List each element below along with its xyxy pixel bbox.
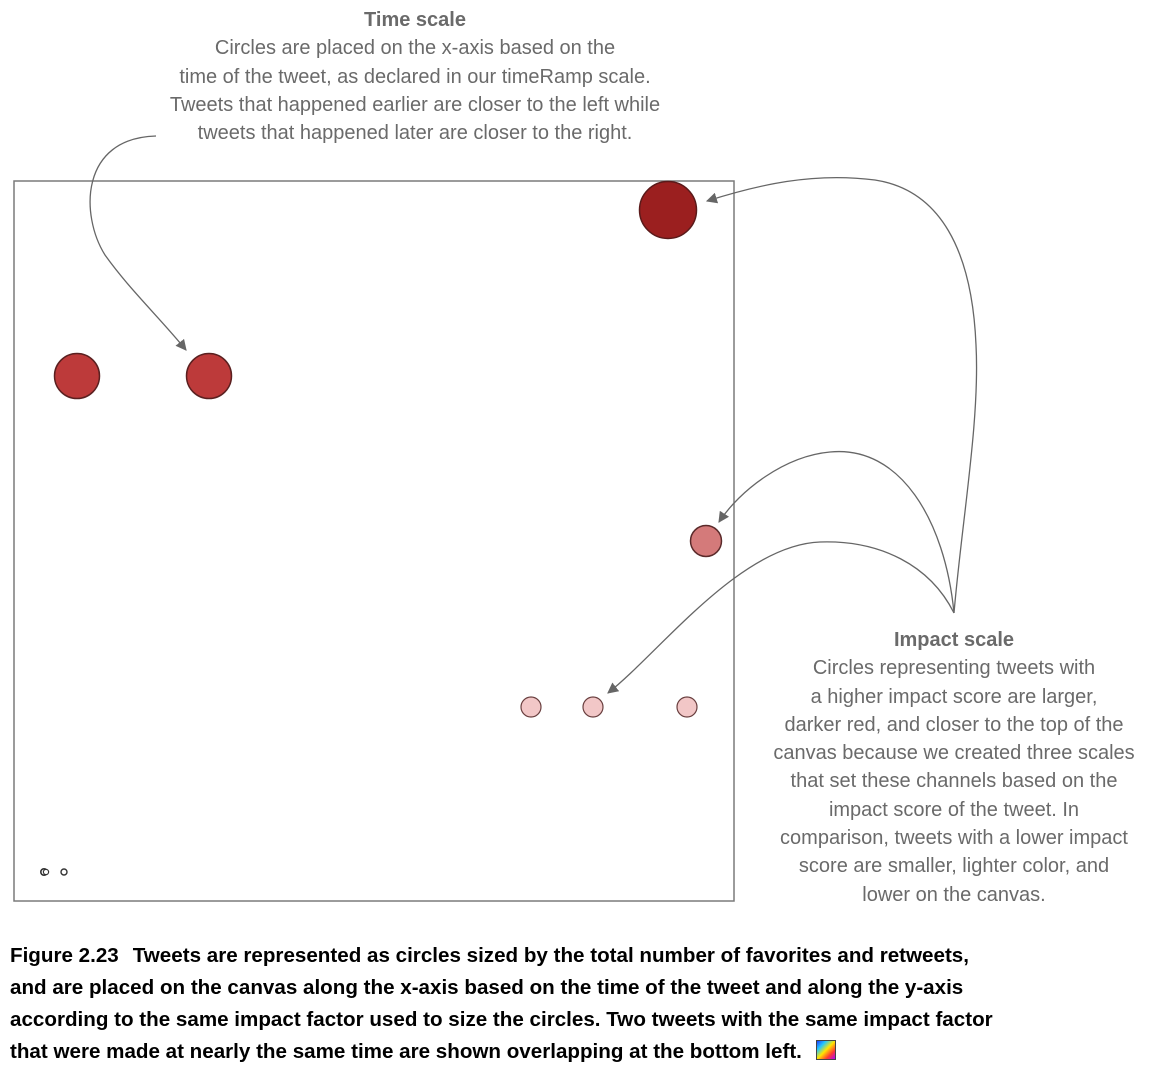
impact-scale-line: score are smaller, lighter color, and — [798, 855, 1110, 878]
time-scale-line: Tweets that happened earlier are closer … — [169, 93, 661, 116]
impact-arrow-to-low-circle — [607, 541, 955, 694]
impact-scale-title: Impact scale — [893, 629, 1015, 651]
time-scale-annotation: Time scale Circles are placed on the x-a… — [130, 6, 700, 147]
impact-scale-line: darker red, and closer to the top of the — [784, 713, 1124, 736]
impact-scale-line: comparison, tweets with a lower impact — [780, 827, 1128, 850]
time-scale-line: time of the tweet, as declared in our ti… — [179, 65, 651, 88]
impact-scale-line: that set these channels based on the — [790, 770, 1118, 793]
time-scale-title: Time scale — [364, 9, 466, 31]
figure-caption: Figure 2.23 Tweets are represented as cir… — [10, 940, 1158, 1068]
impact-arrow-to-mid-circle — [718, 450, 955, 614]
impact-arrow-to-large-circle — [705, 176, 978, 614]
impact-scale-line: impact score of the tweet. In — [828, 798, 1080, 821]
tweet-circle-mid-impact — [689, 524, 723, 558]
tweet-circle-early-right — [185, 352, 233, 400]
time-scale-arrow — [89, 135, 187, 351]
impact-scale-annotation: Impact scale Circles representing tweets… — [744, 626, 1162, 909]
caption-text: Tweets are represented as circles sized … — [132, 944, 969, 967]
time-scale-line: tweets that happened later are closer to… — [197, 122, 633, 145]
time-scale-line: Circles are placed on the x-axis based o… — [214, 37, 616, 60]
impact-scale-line: lower on the canvas. — [862, 883, 1046, 906]
caption-line-3: according to the same impact factor used… — [10, 1008, 993, 1031]
tweet-circle-early-left — [53, 352, 101, 400]
tweet-circle-low-impact-1 — [520, 696, 542, 718]
impact-scale-line: a higher impact score are larger, — [810, 685, 1098, 708]
canvas-frame — [13, 180, 735, 902]
impact-scale-line: canvas because we created three scales — [773, 742, 1135, 765]
caption-text: that were made at nearly the same time a… — [10, 1040, 802, 1063]
caption-line-4: that were made at nearly the same time a… — [10, 1036, 1158, 1068]
tweet-circle-overlap-2 — [42, 868, 50, 876]
tweet-circle-low-impact-3 — [676, 696, 698, 718]
tweet-circle-high-impact — [638, 180, 698, 240]
impact-scale-line: Circles representing tweets with — [812, 657, 1096, 680]
caption-line-1: Figure 2.23 Tweets are represented as cir… — [10, 940, 1158, 972]
tweet-circle-overlap-3 — [60, 868, 68, 876]
figure-label: Figure 2.23 — [10, 944, 119, 967]
caption-line-2: and are placed on the canvas along the x… — [10, 976, 964, 999]
tweet-circle-low-impact-2 — [582, 696, 604, 718]
color-palette-icon — [815, 1040, 836, 1060]
